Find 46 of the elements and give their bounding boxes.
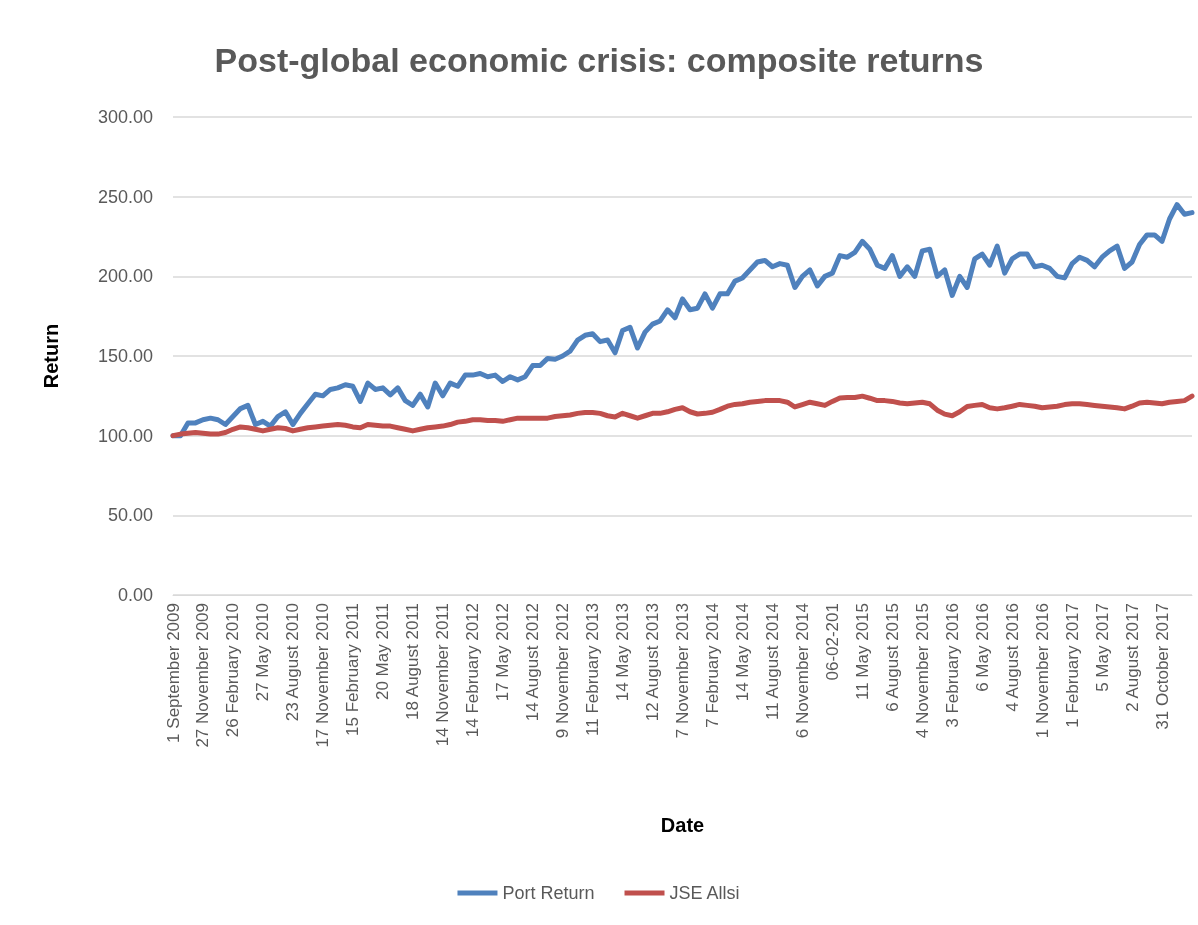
x-tick-label: 20 May 2011 [373,603,393,701]
y-tick-label: 250.00 [97,186,153,207]
x-tick-label: 14 May 2014 [732,603,752,702]
x-tick-label: 9 November 2012 [553,603,573,739]
legend-label: JSE Allsi [669,883,740,903]
x-tick-label: 27 May 2010 [253,603,273,702]
x-tick-label: 11 February 2013 [583,603,603,736]
x-tick-label: 1 September 2009 [163,603,183,743]
y-tick-label: 100.00 [97,425,153,446]
x-tick-label: 5 May 2017 [1092,603,1112,692]
x-tick-label: 6 August 2015 [882,603,902,712]
x-tick-label: 14 August 2012 [523,603,543,722]
x-tick-label: 1 November 2016 [1032,603,1052,739]
x-tick-label: 7 November 2013 [673,603,692,739]
x-tick-label: 23 August 2010 [283,603,303,722]
x-tick-label: 6 May 2016 [972,603,992,692]
x-tick-label: 7 February 2014 [702,603,722,728]
x-tick-label: 2 August 2017 [1122,603,1142,712]
x-tick-label: 06-02-201 [822,603,842,681]
x-tick-label: 3 February 2016 [942,603,962,728]
x-tick-label: 27 November 2009 [193,603,213,748]
x-tick-label: 11 August 2014 [762,603,782,720]
x-tick-label: 4 August 2016 [1002,603,1022,712]
y-tick-label: 300.00 [97,107,153,127]
y-tick-label: 50.00 [107,505,153,526]
x-tick-label: 17 May 2012 [493,603,513,702]
legend-label: Port Return [502,883,595,903]
y-tick-label: 150.00 [97,346,153,366]
x-axis-title: Date [660,814,705,836]
x-tick-label: 26 February 2010 [223,603,243,738]
x-tick-label: 14 February 2012 [463,603,483,738]
x-tick-label: 6 November 2014 [792,603,812,739]
x-tick-label: 4 November 2015 [912,603,932,739]
chart-title: Post-global economic crisis: composite returns [214,41,984,79]
x-tick-label: 18 August 2011 [403,603,423,720]
y-axis-title: Return [40,323,62,389]
x-tick-label: 17 November 2010 [313,603,333,748]
x-tick-label: 31 October 2017 [1152,603,1172,730]
x-tick-label: 15 February 2011 [343,603,363,736]
y-tick-label: 0.00 [117,585,153,605]
x-tick-label: 14 November 2011 [433,603,453,747]
x-tick-label: 12 August 2013 [643,603,663,722]
x-tick-label: 11 May 2015 [852,603,872,701]
x-tick-label: 14 May 2013 [613,603,633,702]
x-tick-label: 1 February 2017 [1062,603,1082,728]
y-tick-label: 200.00 [97,266,153,287]
